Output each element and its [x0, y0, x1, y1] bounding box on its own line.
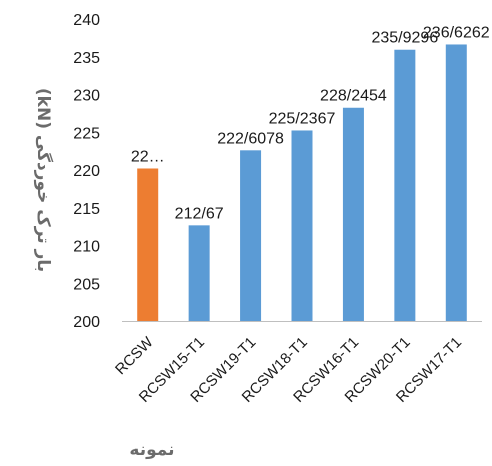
bar-rcsw16-t1 [342, 107, 364, 322]
data-labels: 22… 212/67 222/6078 225/2367 228/2454 235/929… [131, 24, 490, 222]
bar-rcsw18-t1 [291, 130, 313, 321]
y-axis-title: بار ترک خوردگی (kN) [33, 88, 54, 272]
data-label: 228/2454 [320, 88, 387, 105]
y-tick-label: 200 [73, 314, 100, 331]
data-label: 222/6078 [217, 130, 284, 147]
y-tick-label: 240 [73, 12, 100, 29]
bar-rcsw17-t1 [445, 44, 467, 321]
x-tick-label: RCSW [112, 333, 157, 378]
x-axis-tick-labels: RCSWRCSW15-T1RCSW19-T1RCSW18-T1RCSW16-T1… [112, 333, 465, 406]
bars [137, 44, 467, 322]
y-tick-label: 235 [73, 50, 100, 67]
x-axis-title: نمونه [129, 440, 174, 460]
y-tick-label: 220 [73, 163, 100, 180]
y-tick-label: 215 [73, 201, 100, 218]
bar-rcsw [137, 168, 159, 321]
y-tick-label: 230 [73, 88, 100, 105]
data-label: 22… [131, 148, 165, 165]
data-label: 225/2367 [269, 110, 336, 127]
data-label: 236/6262 [423, 24, 490, 41]
y-tick-label: 210 [73, 239, 100, 256]
y-tick-label: 225 [73, 125, 100, 142]
bar-rcsw15-t1 [188, 225, 210, 321]
bar-rcsw19-t1 [240, 150, 262, 321]
data-label: 235/9296 [371, 30, 438, 47]
data-label: 212/67 [175, 205, 224, 222]
bar-rcsw20-t1 [394, 49, 416, 322]
y-axis-tick-labels: 200 205 210 215 220 225 230 235 240 [73, 12, 100, 331]
y-tick-label: 205 [73, 276, 100, 293]
